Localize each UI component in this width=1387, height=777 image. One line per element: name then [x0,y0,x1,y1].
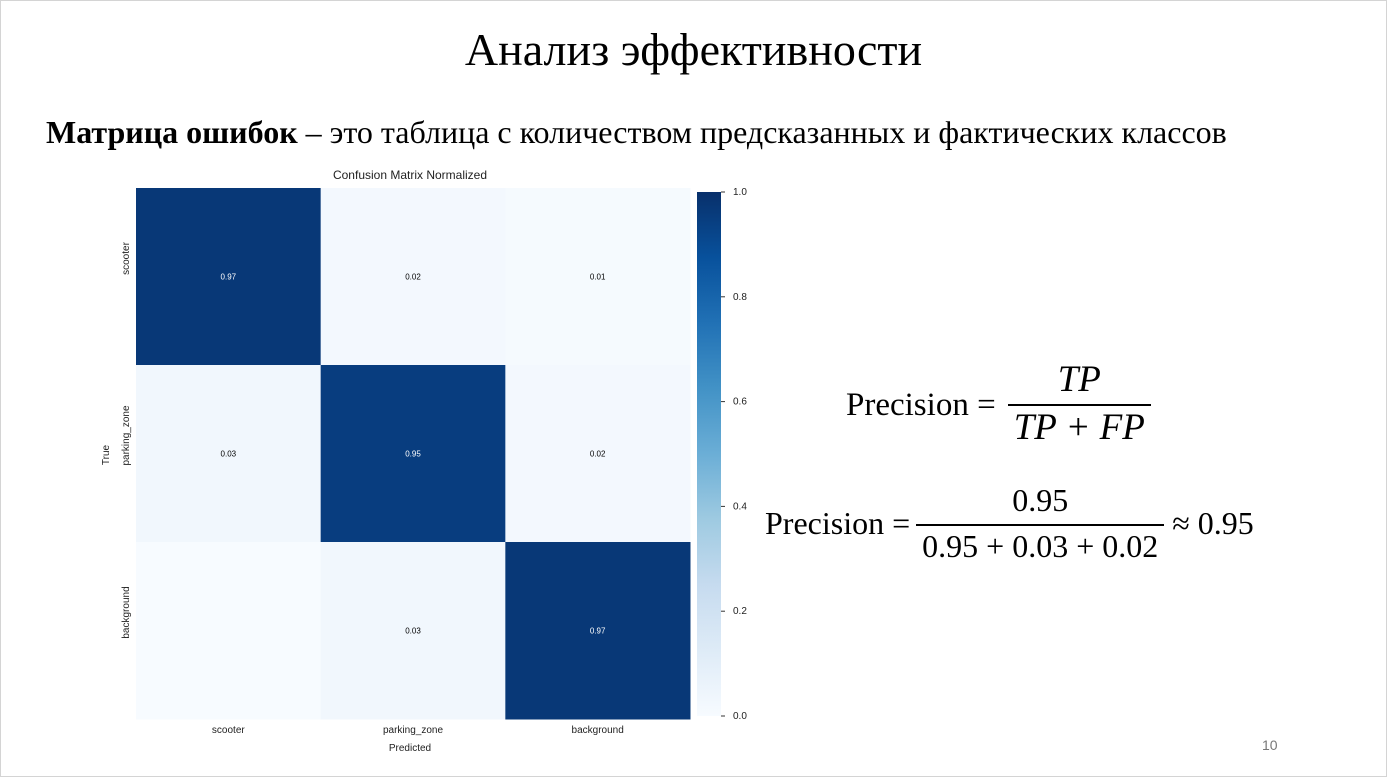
cell-value-label: 0.02 [590,450,606,459]
cell-value-label: 0.01 [590,273,606,282]
slide-title: Анализ эффективности [464,24,923,75]
formula-denominator: 0.95 + 0.03 + 0.02 [916,524,1165,566]
colorbar [697,192,721,716]
y-tick-label: scooter [121,241,132,274]
colorbar-tick-label: 0.6 [733,397,747,408]
heatmap-cell [136,365,322,543]
colorbar-tick-label: 0.4 [733,501,747,512]
cell-value-label: 0.02 [405,273,421,282]
formula-denominator: TP + FP [1007,404,1151,450]
y-tick-label: parking_zone [121,405,132,465]
colorbar-tick-label: 1.0 [733,187,747,198]
formula-numerator: 0.95 [1012,482,1069,518]
heatmap-cell [320,542,506,720]
y-axis-ticks: scooter parking_zone background [121,241,132,638]
cell-value-label: 0.97 [590,627,606,636]
heatmap-cell [505,188,691,366]
heatmap-cell [505,542,691,720]
formula-numerator: TP [1057,359,1101,400]
heatmap-cell [136,542,322,720]
colorbar-tick-label: 0.0 [733,711,747,722]
precision-formula-general: Precision = TP TP + FP [846,360,1151,450]
formula-fraction: 0.95 0.95 + 0.03 + 0.02 [916,480,1165,566]
formula-lhs: Precision = [846,386,996,423]
cell-value-label: 0.03 [405,627,421,636]
x-axis-ticks: scooter parking_zone background [212,725,624,736]
confusion-matrix-chart: Confusion Matrix Normalized 0.97 0.02 0.01… [101,168,747,754]
y-axis-label: True [101,444,112,465]
heatmap-cell [136,188,322,366]
heatmap-cell [320,365,506,543]
x-axis-label: Predicted [389,743,431,754]
colorbar-ticks: 0.0 0.2 0.4 0.6 0.8 1.0 [721,187,747,722]
chart-title: Confusion Matrix Normalized [333,168,487,182]
x-tick-label: parking_zone [383,725,443,736]
colorbar-tick-label: 0.2 [733,606,747,617]
heatmap-cell [320,188,506,366]
precision-formula-computed: Precision = 0.95 0.95 + 0.03 + 0.02 ≈ 0.… [765,480,1254,566]
formula-fraction: TP TP + FP [1007,359,1151,450]
x-tick-label: background [572,725,624,736]
heatmap-cell [505,365,691,543]
y-tick-label: background [121,586,132,638]
subtitle-definition: – это таблица с количеством предсказанны… [297,114,1227,150]
subtitle-term: Матрица ошибок [46,114,298,150]
cell-value-label: 0.03 [221,450,237,459]
cell-value-label: 0.97 [221,273,237,282]
formula-result: ≈ 0.95 [1172,504,1254,541]
heatmap-cells: 0.97 0.02 0.01 0.03 0.95 0.02 0.03 0.97 [136,188,691,720]
page-number: 10 [1262,737,1278,753]
x-tick-label: scooter [212,725,245,736]
formula-lhs: Precision = [765,504,911,541]
slide-subtitle: Матрица ошибок – это таблица с количеств… [46,112,1227,152]
cell-value-label: 0.95 [405,450,421,459]
colorbar-tick-label: 0.8 [733,292,747,303]
